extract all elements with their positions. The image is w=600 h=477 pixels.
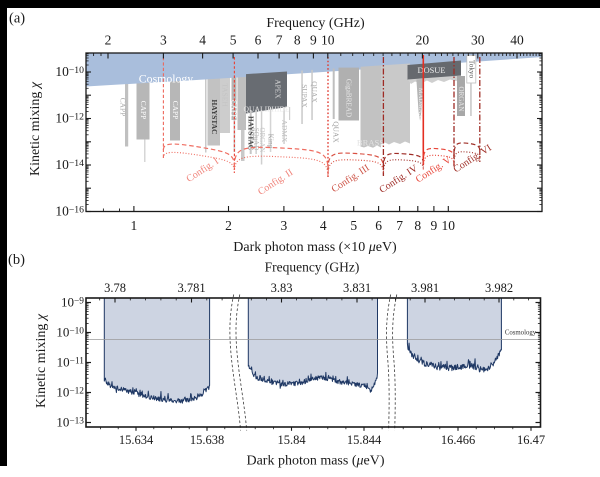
svg-text:10: 10	[442, 218, 456, 233]
svg-text:3.78: 3.78	[104, 281, 126, 295]
svg-text:CAPP: CAPP	[139, 101, 148, 120]
svg-text:8: 8	[414, 218, 421, 233]
svg-text:10−13: 10−13	[56, 415, 84, 430]
svg-text:Dark photon mass (μeV): Dark photon mass (μeV)	[246, 454, 384, 469]
svg-text:9: 9	[310, 33, 317, 48]
svg-text:16.466: 16.466	[441, 433, 475, 447]
svg-text:6: 6	[375, 218, 382, 233]
svg-text:(b): (b)	[8, 252, 25, 268]
svg-text:20: 20	[416, 33, 430, 48]
svg-text:3: 3	[281, 218, 288, 233]
svg-text:HAYSTAC: HAYSTAC	[247, 116, 255, 150]
svg-text:ORGAN: ORGAN	[258, 128, 266, 153]
svg-text:3.83: 3.83	[271, 281, 293, 295]
svg-text:30: 30	[471, 33, 485, 48]
svg-text:4: 4	[199, 33, 206, 48]
svg-text:(a): (a)	[9, 11, 25, 27]
svg-text:GigaBREAD: GigaBREAD	[345, 79, 353, 117]
svg-text:QUALIPHIDE: QUALIPHIDE	[244, 105, 290, 114]
svg-text:7: 7	[276, 33, 283, 48]
svg-text:3.982: 3.982	[485, 281, 513, 295]
svg-text:1: 1	[131, 218, 138, 233]
svg-text:3.981: 3.981	[411, 281, 439, 295]
svg-text:Cosmology: Cosmology	[139, 72, 194, 86]
svg-text:3: 3	[160, 33, 167, 48]
svg-text:Frequency (GHz): Frequency (GHz)	[266, 16, 365, 31]
svg-text:5: 5	[230, 33, 237, 48]
svg-text:6: 6	[255, 33, 262, 48]
svg-text:40: 40	[510, 33, 524, 48]
svg-text:Frequency (GHz): Frequency (GHz)	[265, 260, 360, 275]
svg-text:8: 8	[294, 33, 301, 48]
svg-text:15.634: 15.634	[119, 433, 154, 447]
svg-text:QUAX: QUAX	[310, 81, 319, 103]
svg-text:TASEH: TASEH	[221, 83, 230, 107]
svg-text:5: 5	[350, 218, 357, 233]
svg-text:7: 7	[396, 218, 403, 233]
svg-text:3.831: 3.831	[343, 281, 371, 295]
svg-text:10−14: 10−14	[55, 157, 84, 172]
svg-text:10−11: 10−11	[57, 355, 85, 370]
svg-text:2: 2	[105, 33, 112, 48]
svg-text:10−12: 10−12	[56, 385, 84, 400]
svg-text:2: 2	[225, 218, 232, 233]
svg-text:QUAX: QUAX	[332, 121, 341, 143]
svg-text:DOSUE: DOSUE	[418, 66, 446, 75]
svg-text:15.638: 15.638	[190, 433, 224, 447]
svg-text:Tokyo: Tokyo	[467, 60, 475, 79]
svg-text:CAPP: CAPP	[171, 101, 180, 120]
svg-text:MADMAX: MADMAX	[417, 88, 424, 119]
svg-text:3.781: 3.781	[177, 281, 205, 295]
svg-text:King: King	[267, 134, 276, 149]
svg-text:SQuAD: SQuAD	[252, 128, 260, 151]
svg-text:15.84: 15.84	[277, 433, 306, 447]
svg-text:Kinetic mixing χ: Kinetic mixing χ	[34, 313, 49, 408]
svg-text:ADMX: ADMX	[280, 120, 289, 143]
svg-text:CAPP: CAPP	[119, 98, 128, 117]
svg-text:Kinetic mixing χ: Kinetic mixing χ	[28, 81, 43, 176]
svg-text:10−10: 10−10	[56, 325, 84, 340]
svg-text:Cosmology: Cosmology	[505, 330, 537, 337]
svg-text:APEX: APEX	[274, 79, 283, 99]
svg-text:10−9: 10−9	[61, 295, 84, 310]
svg-text:15.844: 15.844	[347, 433, 382, 447]
svg-text:9: 9	[431, 218, 438, 233]
svg-text:ORGAN: ORGAN	[457, 87, 465, 112]
svg-text:Dark photon mass (×10 μeV): Dark photon mass (×10 μeV)	[233, 240, 397, 255]
svg-text:HAYSTAC: HAYSTAC	[210, 100, 219, 135]
svg-text:10: 10	[321, 33, 335, 48]
svg-text:4: 4	[320, 218, 327, 233]
svg-text:SUPAX: SUPAX	[300, 84, 309, 108]
svg-text:10−12: 10−12	[55, 111, 84, 126]
svg-text:10−16: 10−16	[55, 204, 84, 219]
svg-text:16.47: 16.47	[517, 433, 545, 447]
svg-text:10−10: 10−10	[55, 64, 84, 79]
svg-text:BRASS: BRASS	[357, 137, 384, 147]
